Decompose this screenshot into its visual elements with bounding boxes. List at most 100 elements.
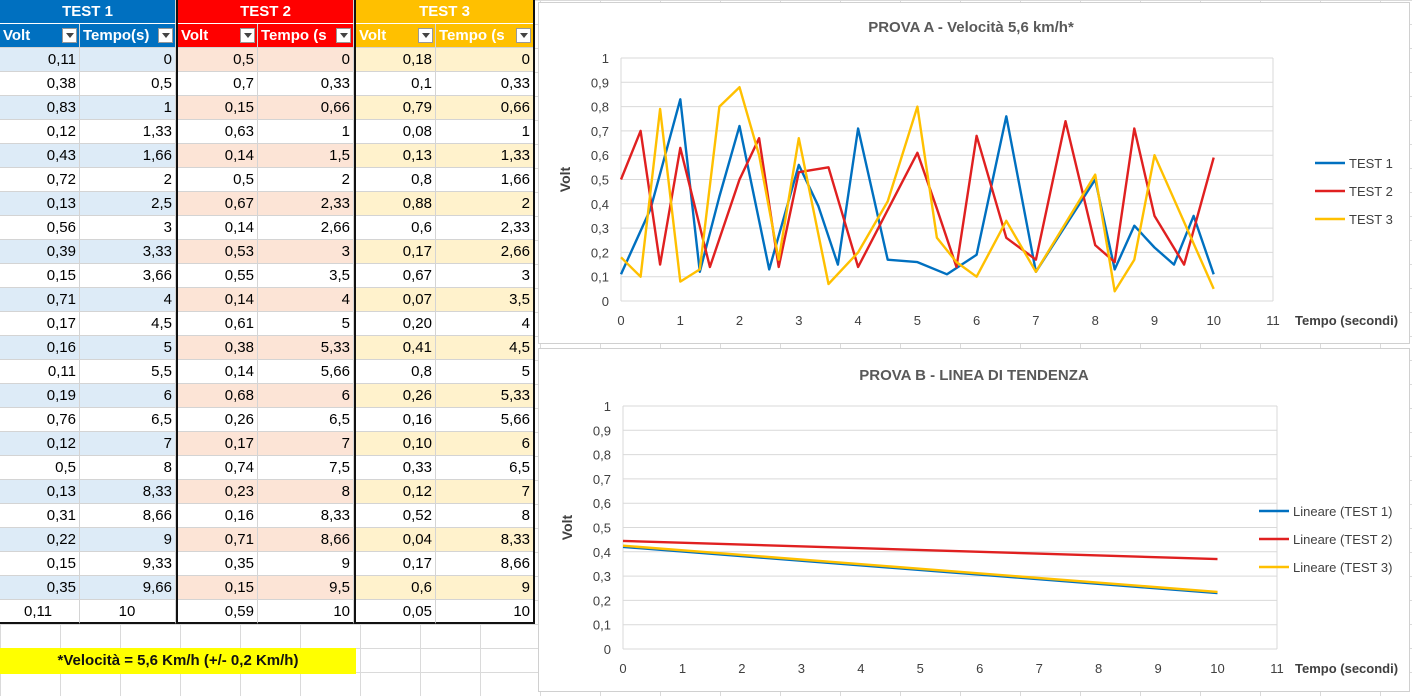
volt-cell[interactable]: 0,38 — [178, 336, 258, 360]
tempo-cell[interactable]: 8,66 — [258, 528, 354, 552]
volt-cell[interactable]: 0,11 — [0, 360, 80, 384]
volt-cell[interactable]: 0,14 — [178, 216, 258, 240]
volt-cell[interactable]: 0,6 — [356, 576, 436, 600]
tempo-cell[interactable]: 9,66 — [80, 576, 176, 600]
volt-cell[interactable]: 0,05 — [356, 600, 436, 624]
volt-cell[interactable]: 0,19 — [0, 384, 80, 408]
volt-cell[interactable]: 0,13 — [0, 480, 80, 504]
tempo-cell[interactable]: 4 — [258, 288, 354, 312]
volt-cell[interactable]: 0,15 — [178, 576, 258, 600]
tempo-cell[interactable]: 6 — [436, 432, 534, 456]
tempo-cell[interactable]: 1 — [80, 96, 176, 120]
volt-cell[interactable]: 0,8 — [356, 360, 436, 384]
volt-cell[interactable]: 0,53 — [178, 240, 258, 264]
tempo-cell[interactable]: 6,5 — [80, 408, 176, 432]
tempo-cell[interactable]: 0,33 — [258, 72, 354, 96]
volt-cell[interactable]: 0,38 — [0, 72, 80, 96]
filter-dropdown-icon[interactable] — [516, 28, 531, 43]
volt-cell[interactable]: 0,5 — [0, 456, 80, 480]
tempo-cell[interactable]: 3,5 — [436, 288, 534, 312]
tempo-cell[interactable]: 10 — [80, 600, 176, 624]
volt-cell[interactable]: 0,59 — [178, 600, 258, 624]
filter-dropdown-icon[interactable] — [62, 28, 77, 43]
tempo-cell[interactable]: 9,5 — [258, 576, 354, 600]
volt-cell[interactable]: 0,71 — [178, 528, 258, 552]
volt-cell[interactable]: 0,20 — [356, 312, 436, 336]
tempo-cell[interactable]: 6,5 — [258, 408, 354, 432]
volt-cell[interactable]: 0,39 — [0, 240, 80, 264]
volt-cell[interactable]: 0,35 — [0, 576, 80, 600]
tempo-cell[interactable]: 2,33 — [436, 216, 534, 240]
volt-cell[interactable]: 0,22 — [0, 528, 80, 552]
tempo-cell[interactable]: 2,66 — [258, 216, 354, 240]
tempo-cell[interactable]: 8,66 — [436, 552, 534, 576]
volt-cell[interactable]: 0,33 — [356, 456, 436, 480]
tempo-cell[interactable]: 10 — [258, 600, 354, 624]
volt-cell[interactable]: 0,72 — [0, 168, 80, 192]
column-header-volt[interactable]: Volt — [0, 24, 80, 48]
volt-cell[interactable]: 0,56 — [0, 216, 80, 240]
volt-cell[interactable]: 0,71 — [0, 288, 80, 312]
tempo-cell[interactable]: 0,5 — [80, 72, 176, 96]
tempo-cell[interactable]: 8 — [258, 480, 354, 504]
column-header-tempo[interactable]: Tempo (s — [258, 24, 354, 48]
volt-cell[interactable]: 0,23 — [178, 480, 258, 504]
tempo-cell[interactable]: 3,66 — [80, 264, 176, 288]
volt-cell[interactable]: 0,12 — [0, 120, 80, 144]
volt-cell[interactable]: 0,18 — [356, 48, 436, 72]
volt-cell[interactable]: 0,67 — [178, 192, 258, 216]
volt-cell[interactable]: 0,15 — [0, 552, 80, 576]
chart-prova-a[interactable]: PROVA A - Velocità 5,6 km/h* 0 0,1 0,2 0,3 0,… — [538, 2, 1410, 344]
tempo-cell[interactable]: 4 — [436, 312, 534, 336]
chart-prova-b[interactable]: PROVA B - LINEA DI TENDENZA 0 0,1 0,2 0,3 0,4… — [538, 348, 1410, 692]
volt-cell[interactable]: 0,11 — [0, 48, 80, 72]
volt-cell[interactable]: 0,41 — [356, 336, 436, 360]
tempo-cell[interactable]: 7 — [80, 432, 176, 456]
volt-cell[interactable]: 0,74 — [178, 456, 258, 480]
volt-cell[interactable]: 0,52 — [356, 504, 436, 528]
volt-cell[interactable]: 0,35 — [178, 552, 258, 576]
tempo-cell[interactable]: 5,66 — [436, 408, 534, 432]
tempo-cell[interactable]: 1 — [436, 120, 534, 144]
tempo-cell[interactable]: 3 — [436, 264, 534, 288]
volt-cell[interactable]: 0,26 — [356, 384, 436, 408]
column-header-volt[interactable]: Volt — [178, 24, 258, 48]
tempo-cell[interactable]: 2 — [80, 168, 176, 192]
volt-cell[interactable]: 0,10 — [356, 432, 436, 456]
volt-cell[interactable]: 0,55 — [178, 264, 258, 288]
tempo-cell[interactable]: 8 — [80, 456, 176, 480]
volt-cell[interactable]: 0,13 — [356, 144, 436, 168]
volt-cell[interactable]: 0,17 — [356, 240, 436, 264]
volt-cell[interactable]: 0,13 — [0, 192, 80, 216]
filter-dropdown-icon[interactable] — [336, 28, 351, 43]
volt-cell[interactable]: 0,67 — [356, 264, 436, 288]
volt-cell[interactable]: 0,12 — [0, 432, 80, 456]
volt-cell[interactable]: 0,15 — [178, 96, 258, 120]
column-header-tempo[interactable]: Tempo (s — [436, 24, 534, 48]
tempo-cell[interactable]: 8,33 — [80, 480, 176, 504]
volt-cell[interactable]: 0,79 — [356, 96, 436, 120]
volt-cell[interactable]: 0,88 — [356, 192, 436, 216]
volt-cell[interactable]: 0,17 — [178, 432, 258, 456]
tempo-cell[interactable]: 6 — [258, 384, 354, 408]
volt-cell[interactable]: 0,07 — [356, 288, 436, 312]
tempo-cell[interactable]: 2,5 — [80, 192, 176, 216]
tempo-cell[interactable]: 5 — [436, 360, 534, 384]
tempo-cell[interactable]: 1,5 — [258, 144, 354, 168]
volt-cell[interactable]: 0,16 — [0, 336, 80, 360]
volt-cell[interactable]: 0,63 — [178, 120, 258, 144]
volt-cell[interactable]: 0,1 — [356, 72, 436, 96]
volt-cell[interactable]: 0,16 — [178, 504, 258, 528]
tempo-cell[interactable]: 5 — [258, 312, 354, 336]
tempo-cell[interactable]: 3,33 — [80, 240, 176, 264]
volt-cell[interactable]: 0,14 — [178, 288, 258, 312]
tempo-cell[interactable]: 0 — [258, 48, 354, 72]
tempo-cell[interactable]: 0 — [436, 48, 534, 72]
tempo-cell[interactable]: 5,33 — [258, 336, 354, 360]
tempo-cell[interactable]: 7 — [258, 432, 354, 456]
tempo-cell[interactable]: 5,33 — [436, 384, 534, 408]
volt-cell[interactable]: 0,8 — [356, 168, 436, 192]
column-header-tempo[interactable]: Tempo(s) — [80, 24, 176, 48]
volt-cell[interactable]: 0,61 — [178, 312, 258, 336]
volt-cell[interactable]: 0,5 — [178, 168, 258, 192]
